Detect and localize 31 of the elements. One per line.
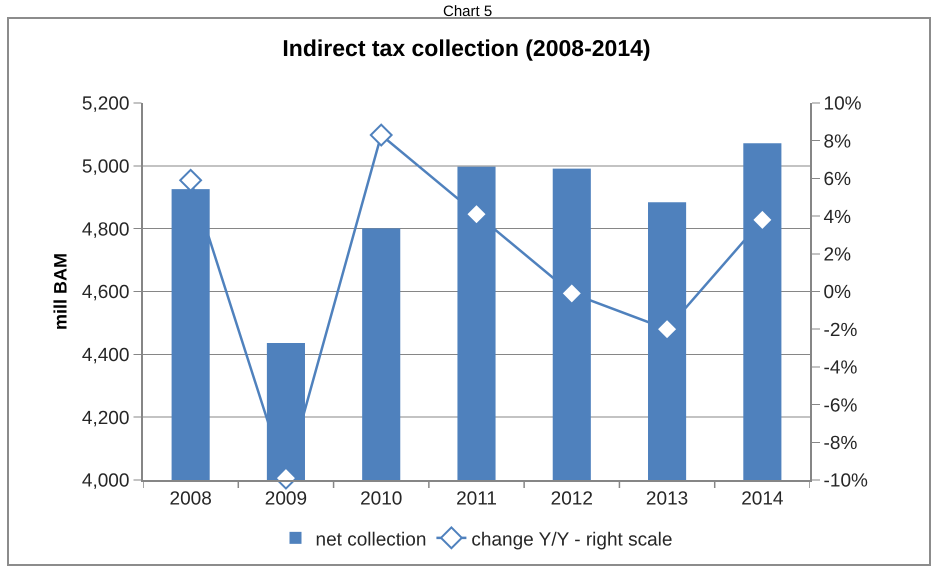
point xyxy=(370,124,393,146)
y2-tick-label: 8% xyxy=(824,131,852,152)
x-tick-label: 2012 xyxy=(550,488,593,510)
y-tick-label: 5,200 xyxy=(82,94,130,115)
x-tick-label: 2013 xyxy=(646,488,688,510)
y2-tick-label: -8% xyxy=(824,432,858,454)
y-tick-label: 5,000 xyxy=(82,156,130,178)
y2-tick-label: -4% xyxy=(824,358,858,379)
y-tick-label: 4,200 xyxy=(82,408,130,429)
y2-tick-label: 10% xyxy=(824,94,862,115)
y2-tick-label: 4% xyxy=(824,206,852,228)
y2-tick-label: 0% xyxy=(824,282,852,304)
y2-tick-label: -10% xyxy=(824,470,868,492)
y-axis-title: mill BAM xyxy=(50,252,71,330)
chart-title: Indirect tax collection (2008-2014) xyxy=(282,35,651,62)
y-tick-label: 4,000 xyxy=(82,470,130,492)
legend-label: change Y/Y - right scale xyxy=(471,529,672,550)
x-tick-label: 2008 xyxy=(170,488,212,510)
x-tick-label: 2014 xyxy=(741,488,784,510)
y-tick-label: 4,400 xyxy=(82,344,130,366)
x-tick-label: 2009 xyxy=(264,488,308,510)
legend-label: net collection xyxy=(316,529,426,550)
x-tick-label: 2010 xyxy=(360,488,402,510)
y2-tick-label: 6% xyxy=(824,169,852,190)
y-tick-label: 4,800 xyxy=(82,219,130,240)
y2-tick-label: -6% xyxy=(824,395,858,416)
caption: Chart 5 xyxy=(443,3,492,20)
x-tick-label: 2011 xyxy=(456,488,497,510)
y2-tick-label: 2% xyxy=(824,244,852,266)
y2-tick-label: -2% xyxy=(824,320,858,341)
y-tick-label: 4,600 xyxy=(82,282,130,304)
